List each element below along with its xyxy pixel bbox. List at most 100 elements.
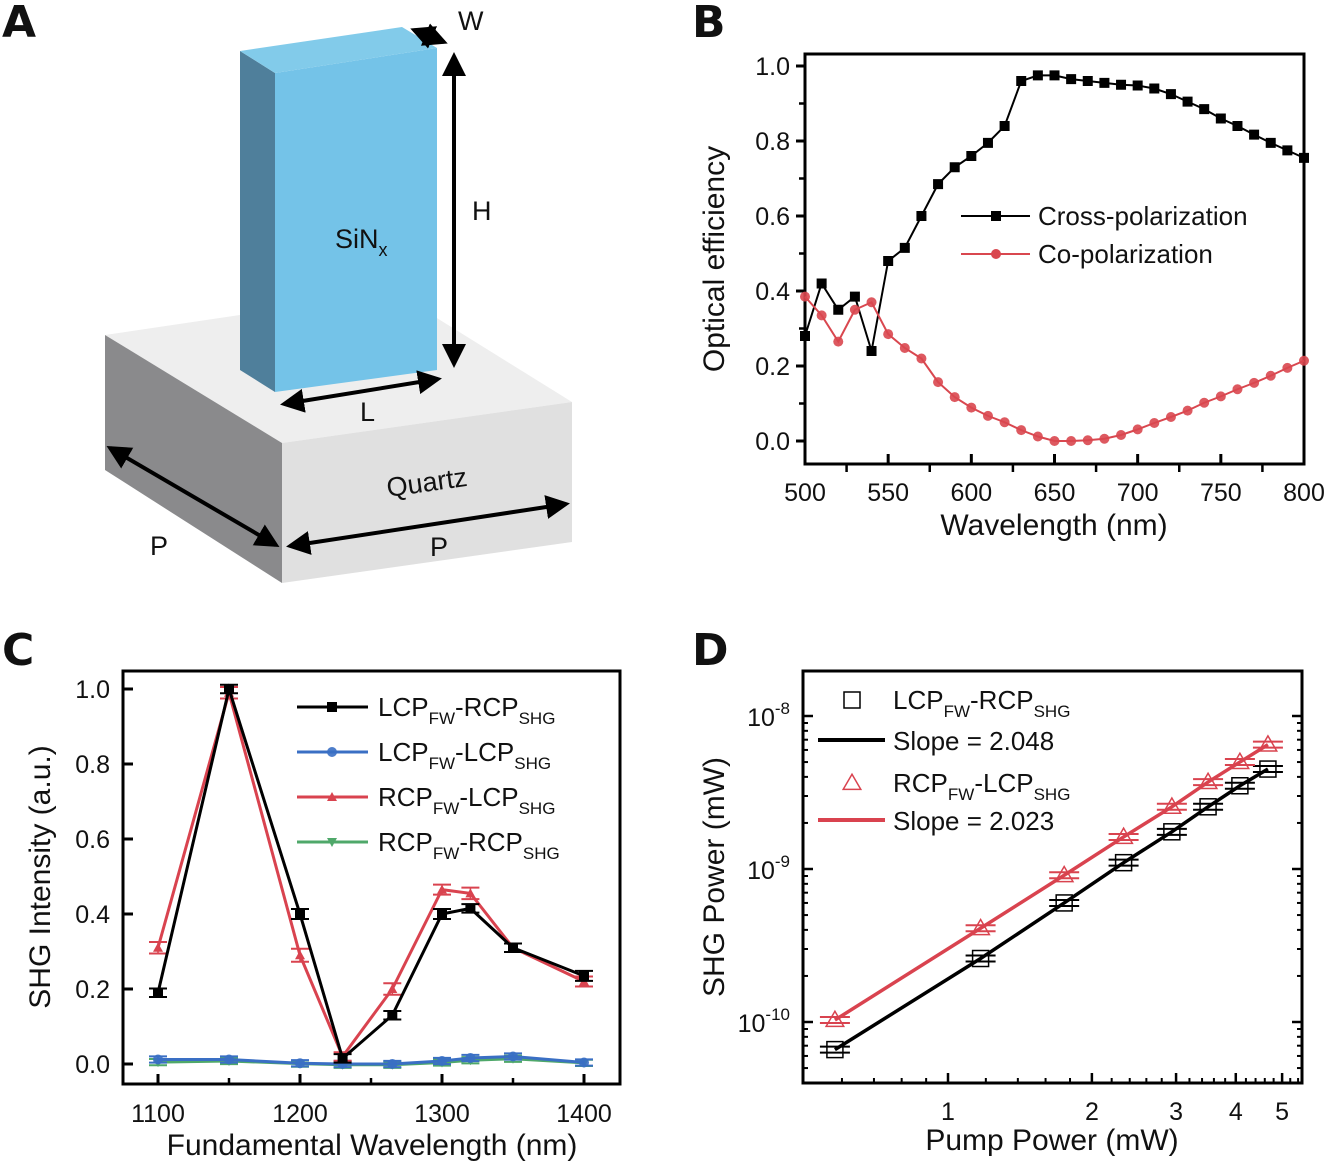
data-point-circle (866, 297, 877, 308)
legend-label-sub: FW (948, 785, 974, 804)
data-point-circle (1232, 384, 1243, 395)
data-point-square (153, 987, 163, 998)
data-point-square (849, 291, 860, 302)
data-point-square (899, 242, 910, 253)
data-point-circle (1032, 431, 1043, 442)
data-point-square (933, 179, 944, 190)
legend-marker-circle (991, 249, 1001, 259)
data-point-square (465, 903, 476, 914)
x-tick-label: 1200 (272, 1100, 328, 1128)
legend-item: RCPFW-LCPSHG (297, 782, 555, 818)
y-axis-title: SHG Intensity (a.u.) (24, 745, 57, 1008)
series-co-polarization (800, 291, 1309, 446)
data-point-circle (966, 402, 977, 413)
y-tick-exponent: -8 (775, 699, 790, 718)
data-point-square (1265, 137, 1276, 148)
data-point-open-square (1055, 894, 1073, 912)
data-point-circle (800, 291, 810, 302)
data-point-circle (849, 304, 860, 315)
y-tick-base: 10 (747, 704, 775, 732)
data-point-square (883, 256, 894, 266)
x-tick-label: 1 (941, 1098, 955, 1126)
data-point-open-triangle (1197, 771, 1219, 790)
y-tick-label: 0.8 (75, 751, 110, 779)
data-point-open-triangle (1229, 751, 1250, 770)
data-point-square (295, 909, 305, 919)
legend-label-sub: SHG (519, 709, 556, 728)
data-point-circle (1049, 436, 1060, 446)
period-right-label: P (430, 532, 448, 562)
legend-label-sub: FW (429, 754, 455, 773)
width-label: W (458, 6, 484, 36)
legend-label-sub: SHG (514, 754, 551, 773)
series-cross-polarization (800, 70, 1309, 356)
data-point-square (1066, 74, 1077, 85)
data-point-circle (224, 1054, 234, 1065)
y-tick-label: 0.0 (755, 428, 790, 456)
y-axis-title: SHG Power (mW) (698, 757, 731, 997)
x-tick-label: 600 (950, 479, 992, 507)
y-axis-title: Optical efficiency (698, 146, 731, 372)
data-point-square (437, 909, 447, 919)
x-tick-label: 550 (867, 479, 909, 507)
period-left-label: P (150, 531, 168, 561)
data-point-square (1049, 70, 1060, 81)
legend-item: LCPFW-RCPSHG (297, 692, 555, 728)
x-tick-label: 5 (1275, 1098, 1289, 1126)
legend-label-main: RCP (378, 782, 433, 812)
x-tick-label: 4 (1229, 1098, 1243, 1126)
x-tick-label: 1400 (556, 1100, 612, 1128)
legend-label-main: LCP (378, 737, 429, 767)
legend-label-sub: SHG (519, 799, 556, 818)
legend-label: Cross-polarization (1038, 201, 1248, 231)
legend-label-main: RCP (378, 827, 433, 857)
data-point-circle (1149, 418, 1160, 428)
data-point-circle (1299, 355, 1309, 366)
series-line (156, 683, 585, 1062)
data-point-circle (1066, 436, 1077, 446)
data-point-circle (999, 417, 1010, 428)
data-point-open-triangle (1054, 864, 1075, 883)
x-tick-label: 1100 (131, 1100, 185, 1128)
data-point-circle (295, 1058, 305, 1069)
legend-label-mid: -RCP (459, 827, 523, 857)
data-point-triangle-down (327, 838, 337, 847)
pillar-front-face (275, 48, 437, 392)
legend-label-sub: FW (433, 799, 459, 818)
data-point-circle (1116, 430, 1127, 440)
data-point-circle (1165, 412, 1176, 422)
legend-label-mid: -LCP (459, 782, 518, 812)
data-point-square (1082, 76, 1093, 86)
y-tick-label: 0.0 (75, 1051, 110, 1079)
data-point-square (1016, 76, 1027, 86)
y-tick-label: 0.6 (75, 826, 110, 854)
data-point-square (1182, 96, 1193, 107)
series-group (800, 70, 1309, 446)
data-point-open-triangle (970, 917, 991, 936)
data-point-open-triangle (1257, 734, 1279, 752)
x-tick-label: 3 (1169, 1098, 1183, 1126)
legend-label-sub: SHG (523, 844, 560, 863)
data-point-open-triangle (1161, 796, 1182, 814)
data-point-circle (1249, 377, 1260, 388)
legend: LCPFW-RCPSHGLCPFW-LCPSHGRCPFW-LCPSHGRCPF… (297, 692, 560, 863)
x-axis-title: Wavelength (nm) (940, 509, 1167, 542)
y-tick-exponent: -10 (765, 1005, 790, 1024)
data-point-square (327, 702, 337, 712)
data-point-circle (833, 336, 844, 347)
series-lcprcp (819, 760, 1283, 1059)
data-point-circle (1182, 405, 1193, 416)
data-point-circle (933, 377, 944, 388)
panel-b-letter: B (692, 0, 726, 48)
y-tick-label: 0.2 (75, 976, 110, 1004)
data-point-triangle (153, 942, 163, 952)
legend-label: LCPFW-RCPSHG (893, 685, 1070, 721)
height-label: H (472, 196, 492, 226)
data-point-open-square (1231, 777, 1249, 795)
legend-label: Slope = 2.048 (893, 726, 1054, 756)
data-point-square (1299, 152, 1309, 163)
data-point-square (337, 1053, 348, 1064)
